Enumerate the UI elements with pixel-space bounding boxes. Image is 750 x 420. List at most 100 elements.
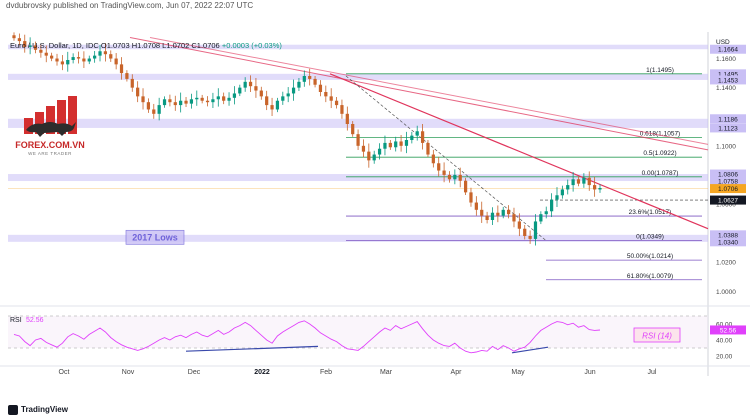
price-label-box xyxy=(710,169,746,179)
candle-body xyxy=(566,185,570,190)
candle-body xyxy=(297,81,301,88)
price-label-box xyxy=(710,114,746,124)
candle-body xyxy=(442,170,446,175)
fib-label: 0(1.0349) xyxy=(636,234,664,241)
candle-body xyxy=(388,142,392,148)
candle-body xyxy=(377,148,382,155)
x-tick-label: May xyxy=(511,369,525,376)
candle-body xyxy=(281,96,285,101)
candle-body xyxy=(211,99,215,103)
candle-body xyxy=(286,93,290,97)
candle-body xyxy=(33,45,38,50)
candle-body xyxy=(189,99,194,104)
candle-body xyxy=(582,177,586,184)
candle-body xyxy=(114,58,118,65)
candle-body xyxy=(560,189,564,196)
candle-body xyxy=(356,134,360,146)
price-label-box xyxy=(710,44,746,54)
candle-body xyxy=(351,124,355,135)
candle-body xyxy=(216,96,220,100)
candle-body xyxy=(50,55,54,59)
annotation-2017-lows: 2017 Lows xyxy=(132,232,178,242)
price-label-box xyxy=(710,123,746,133)
candle-body xyxy=(571,179,575,186)
price-label: 1.1495 xyxy=(718,71,738,78)
rsi-band xyxy=(8,316,708,348)
candle-body xyxy=(98,51,102,56)
price-label: 1.1186 xyxy=(718,116,738,123)
rsi-divergence-line xyxy=(185,345,319,352)
candle-body xyxy=(12,35,16,39)
price-label: 1.0627 xyxy=(718,198,738,205)
candle-body xyxy=(453,174,457,180)
price-label: 1.1123 xyxy=(718,125,738,132)
price-change: +0.0003 (+0.03%) xyxy=(221,41,282,50)
annotation-box xyxy=(125,229,185,245)
candle-body xyxy=(447,174,452,180)
candle-body xyxy=(227,97,231,101)
fib-label: 0.618(1.1057) xyxy=(640,131,680,138)
price-label-box xyxy=(710,69,746,79)
rsi-badge-box xyxy=(633,327,681,343)
candle-body xyxy=(270,105,274,110)
candle-body xyxy=(291,87,296,94)
tradingview-logo-icon xyxy=(8,405,18,415)
candle-body xyxy=(173,102,177,106)
candle-body xyxy=(17,38,21,42)
candle-body xyxy=(232,93,237,98)
rsi-y-tick-label: 40.00 xyxy=(716,338,733,345)
candle-body xyxy=(469,192,473,203)
candle-body xyxy=(550,199,554,212)
candle-body xyxy=(474,202,478,210)
y-tick-label: 1.0600 xyxy=(716,202,736,209)
x-tick-label: Jun xyxy=(584,369,595,376)
candle-body xyxy=(152,109,156,114)
candle-body xyxy=(512,214,516,222)
candle-body xyxy=(265,96,269,106)
candle-body xyxy=(195,97,199,100)
candle-body xyxy=(168,99,172,103)
x-tick-label: Oct xyxy=(59,369,70,376)
candle-body xyxy=(555,195,559,200)
candle-body xyxy=(136,87,140,97)
fib-label: 1(1.1495) xyxy=(646,67,674,74)
candle-body xyxy=(490,212,495,220)
logo-text: FOREX.COM.VN xyxy=(15,140,85,150)
price-label-box xyxy=(710,184,746,194)
candle-body xyxy=(329,96,333,101)
candle-body xyxy=(275,100,280,110)
candle-body xyxy=(71,57,75,60)
rsi-line xyxy=(13,320,601,354)
logo-bars-icon xyxy=(24,96,77,134)
candle-body xyxy=(39,49,43,53)
candle-body xyxy=(200,97,204,101)
candle-body xyxy=(383,142,387,149)
ohlc-values: O1.0703 H1.0708 L1.0702 C1.0706 xyxy=(100,41,220,50)
candle-body xyxy=(506,209,511,215)
rsi-y-tick-label: 20.00 xyxy=(716,354,733,361)
candle-body xyxy=(394,141,398,148)
fib-label: 0.00(1.0787) xyxy=(642,170,679,177)
price-label-box xyxy=(710,237,746,247)
candle-body xyxy=(222,96,226,101)
x-tick-label: 2022 xyxy=(254,369,270,376)
price-label-box xyxy=(710,176,746,186)
candle-body xyxy=(324,92,328,97)
tradingview-brand-label: TradingView xyxy=(21,405,68,415)
candle-body xyxy=(87,58,91,62)
candle-body xyxy=(431,154,435,164)
candle-body xyxy=(501,209,505,216)
candle-body xyxy=(162,99,167,106)
candle-body xyxy=(420,131,425,143)
support-zone xyxy=(8,118,708,128)
x-tick-label: Apr xyxy=(451,369,463,376)
candle-body xyxy=(76,57,81,59)
tradingview-brand: TradingView xyxy=(8,405,68,415)
candle-body xyxy=(243,81,247,88)
bull-icon xyxy=(26,122,76,137)
candle-body xyxy=(593,185,597,190)
rsi-y-tick-label: 60.00 xyxy=(716,322,733,329)
candle-body xyxy=(60,61,64,65)
price-label: 1.1664 xyxy=(718,47,738,54)
candle-body xyxy=(254,86,258,91)
